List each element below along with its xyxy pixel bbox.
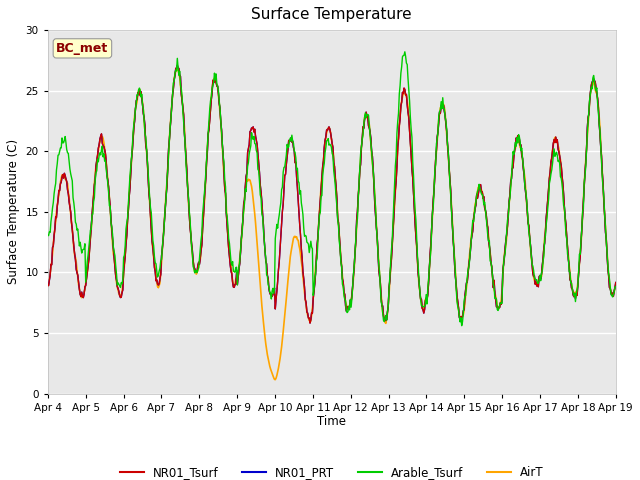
Y-axis label: Surface Temperature (C): Surface Temperature (C) (7, 139, 20, 284)
X-axis label: Time: Time (317, 415, 346, 429)
Title: Surface Temperature: Surface Temperature (252, 7, 412, 22)
Text: BC_met: BC_met (56, 42, 109, 55)
Legend: NR01_Tsurf, NR01_PRT, Arable_Tsurf, AirT: NR01_Tsurf, NR01_PRT, Arable_Tsurf, AirT (115, 461, 548, 480)
